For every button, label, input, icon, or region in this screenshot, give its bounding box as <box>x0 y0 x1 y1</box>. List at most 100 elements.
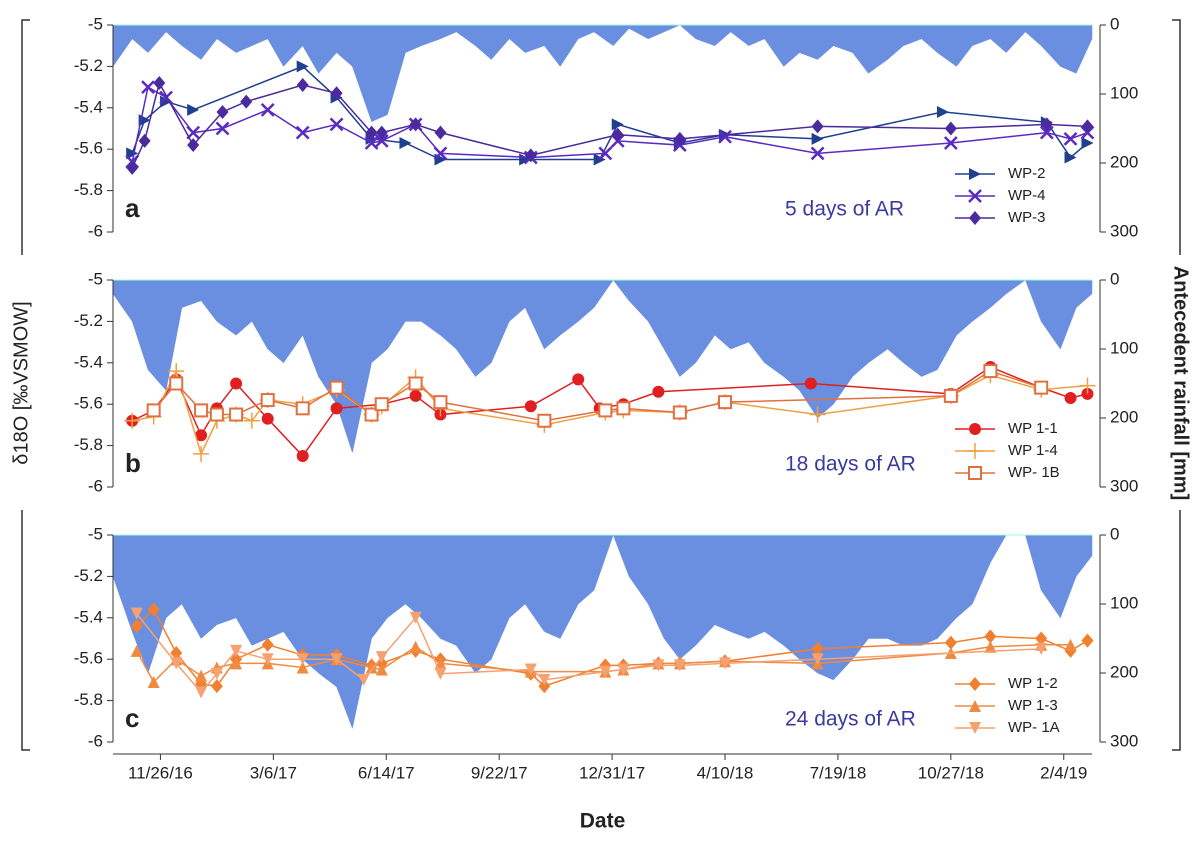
marker <box>146 403 161 418</box>
marker <box>652 385 665 398</box>
y-tick-label: -5.2 <box>74 311 103 330</box>
marker <box>538 679 551 694</box>
marker <box>616 401 631 416</box>
marker <box>261 637 274 652</box>
marker <box>216 104 229 119</box>
series-line <box>131 85 1088 162</box>
marker <box>598 146 613 161</box>
marker <box>329 380 344 395</box>
marker <box>195 686 208 699</box>
marker <box>611 127 624 142</box>
marker <box>153 75 166 90</box>
marker <box>809 406 826 423</box>
x-tick-label: 10/27/18 <box>918 763 984 782</box>
legend-marker <box>969 677 981 691</box>
x-axis-label: Date <box>580 810 626 833</box>
y-tick-label: -5 <box>88 269 103 288</box>
marker <box>983 364 998 379</box>
x-tick-label: 12/31/17 <box>579 763 645 782</box>
marker <box>195 669 208 682</box>
marker <box>673 131 686 146</box>
rainfall-area <box>112 534 1093 730</box>
marker <box>295 125 310 140</box>
marker <box>943 388 958 403</box>
marker <box>984 629 997 644</box>
marker <box>230 657 243 670</box>
marker <box>1040 117 1053 132</box>
marker <box>187 103 200 116</box>
y-tick-label: -5.6 <box>74 394 103 413</box>
marker <box>409 640 422 653</box>
marker <box>375 663 388 676</box>
marker <box>209 407 224 422</box>
marker <box>617 663 630 676</box>
marker <box>811 653 824 666</box>
legend-marker <box>969 700 981 712</box>
marker <box>170 645 183 660</box>
marker <box>611 118 624 131</box>
marker <box>126 147 139 160</box>
marker <box>210 667 223 680</box>
y-tick-label: -5.6 <box>74 139 103 158</box>
marker <box>130 644 143 657</box>
marker <box>1064 391 1077 404</box>
rainfall-area <box>112 24 1093 122</box>
marker <box>524 663 537 676</box>
marker <box>160 95 173 108</box>
legend-label: WP-3 <box>1008 209 1046 226</box>
y-tick-label: -5.8 <box>74 180 103 199</box>
y2-tick-label: 300 <box>1110 731 1138 750</box>
marker <box>195 429 208 442</box>
marker <box>409 117 422 132</box>
marker <box>1063 131 1078 146</box>
marker <box>1081 119 1094 134</box>
annotation: 5 days of AR <box>785 198 904 221</box>
y-tick-label: -5.4 <box>74 607 103 626</box>
marker <box>296 653 309 666</box>
marker <box>718 395 733 410</box>
rainfall-area <box>112 279 1093 454</box>
marker <box>1081 136 1094 149</box>
marker <box>357 673 370 686</box>
marker <box>599 665 612 678</box>
marker <box>296 78 309 93</box>
marker <box>572 373 585 386</box>
marker <box>537 413 552 428</box>
marker <box>329 117 344 132</box>
legend-marker <box>968 466 982 480</box>
y2-tick-label: 100 <box>1110 83 1138 102</box>
marker <box>147 675 160 688</box>
legend-label: WP 1-4 <box>1008 442 1058 459</box>
marker <box>187 138 200 153</box>
y-tick-label: -5.2 <box>74 56 103 75</box>
legend-label: WP 1-1 <box>1008 420 1058 437</box>
marker <box>295 401 310 416</box>
panel-label: b <box>125 448 141 478</box>
legend-marker <box>969 423 981 435</box>
marker <box>399 136 412 149</box>
marker <box>672 405 687 420</box>
marker <box>230 644 243 657</box>
marker <box>804 377 817 390</box>
y2-tick-label: 100 <box>1110 338 1138 357</box>
marker <box>138 133 151 148</box>
marker <box>126 160 139 175</box>
marker <box>261 412 274 425</box>
marker <box>170 657 183 670</box>
y-tick-label: -5.8 <box>74 435 103 454</box>
marker <box>130 619 143 634</box>
brackets <box>21 19 1181 751</box>
marker <box>673 659 686 672</box>
marker <box>538 673 551 686</box>
marker <box>1035 642 1048 655</box>
y2-tick-label: 0 <box>1110 524 1119 543</box>
marker <box>215 121 230 136</box>
marker <box>260 102 275 117</box>
y-tick-label: -5 <box>88 14 103 33</box>
marker <box>330 86 343 101</box>
marker <box>811 119 824 134</box>
y-tick-label: -6 <box>88 476 103 495</box>
marker <box>811 641 824 656</box>
y2-tick-label: 200 <box>1110 662 1138 681</box>
